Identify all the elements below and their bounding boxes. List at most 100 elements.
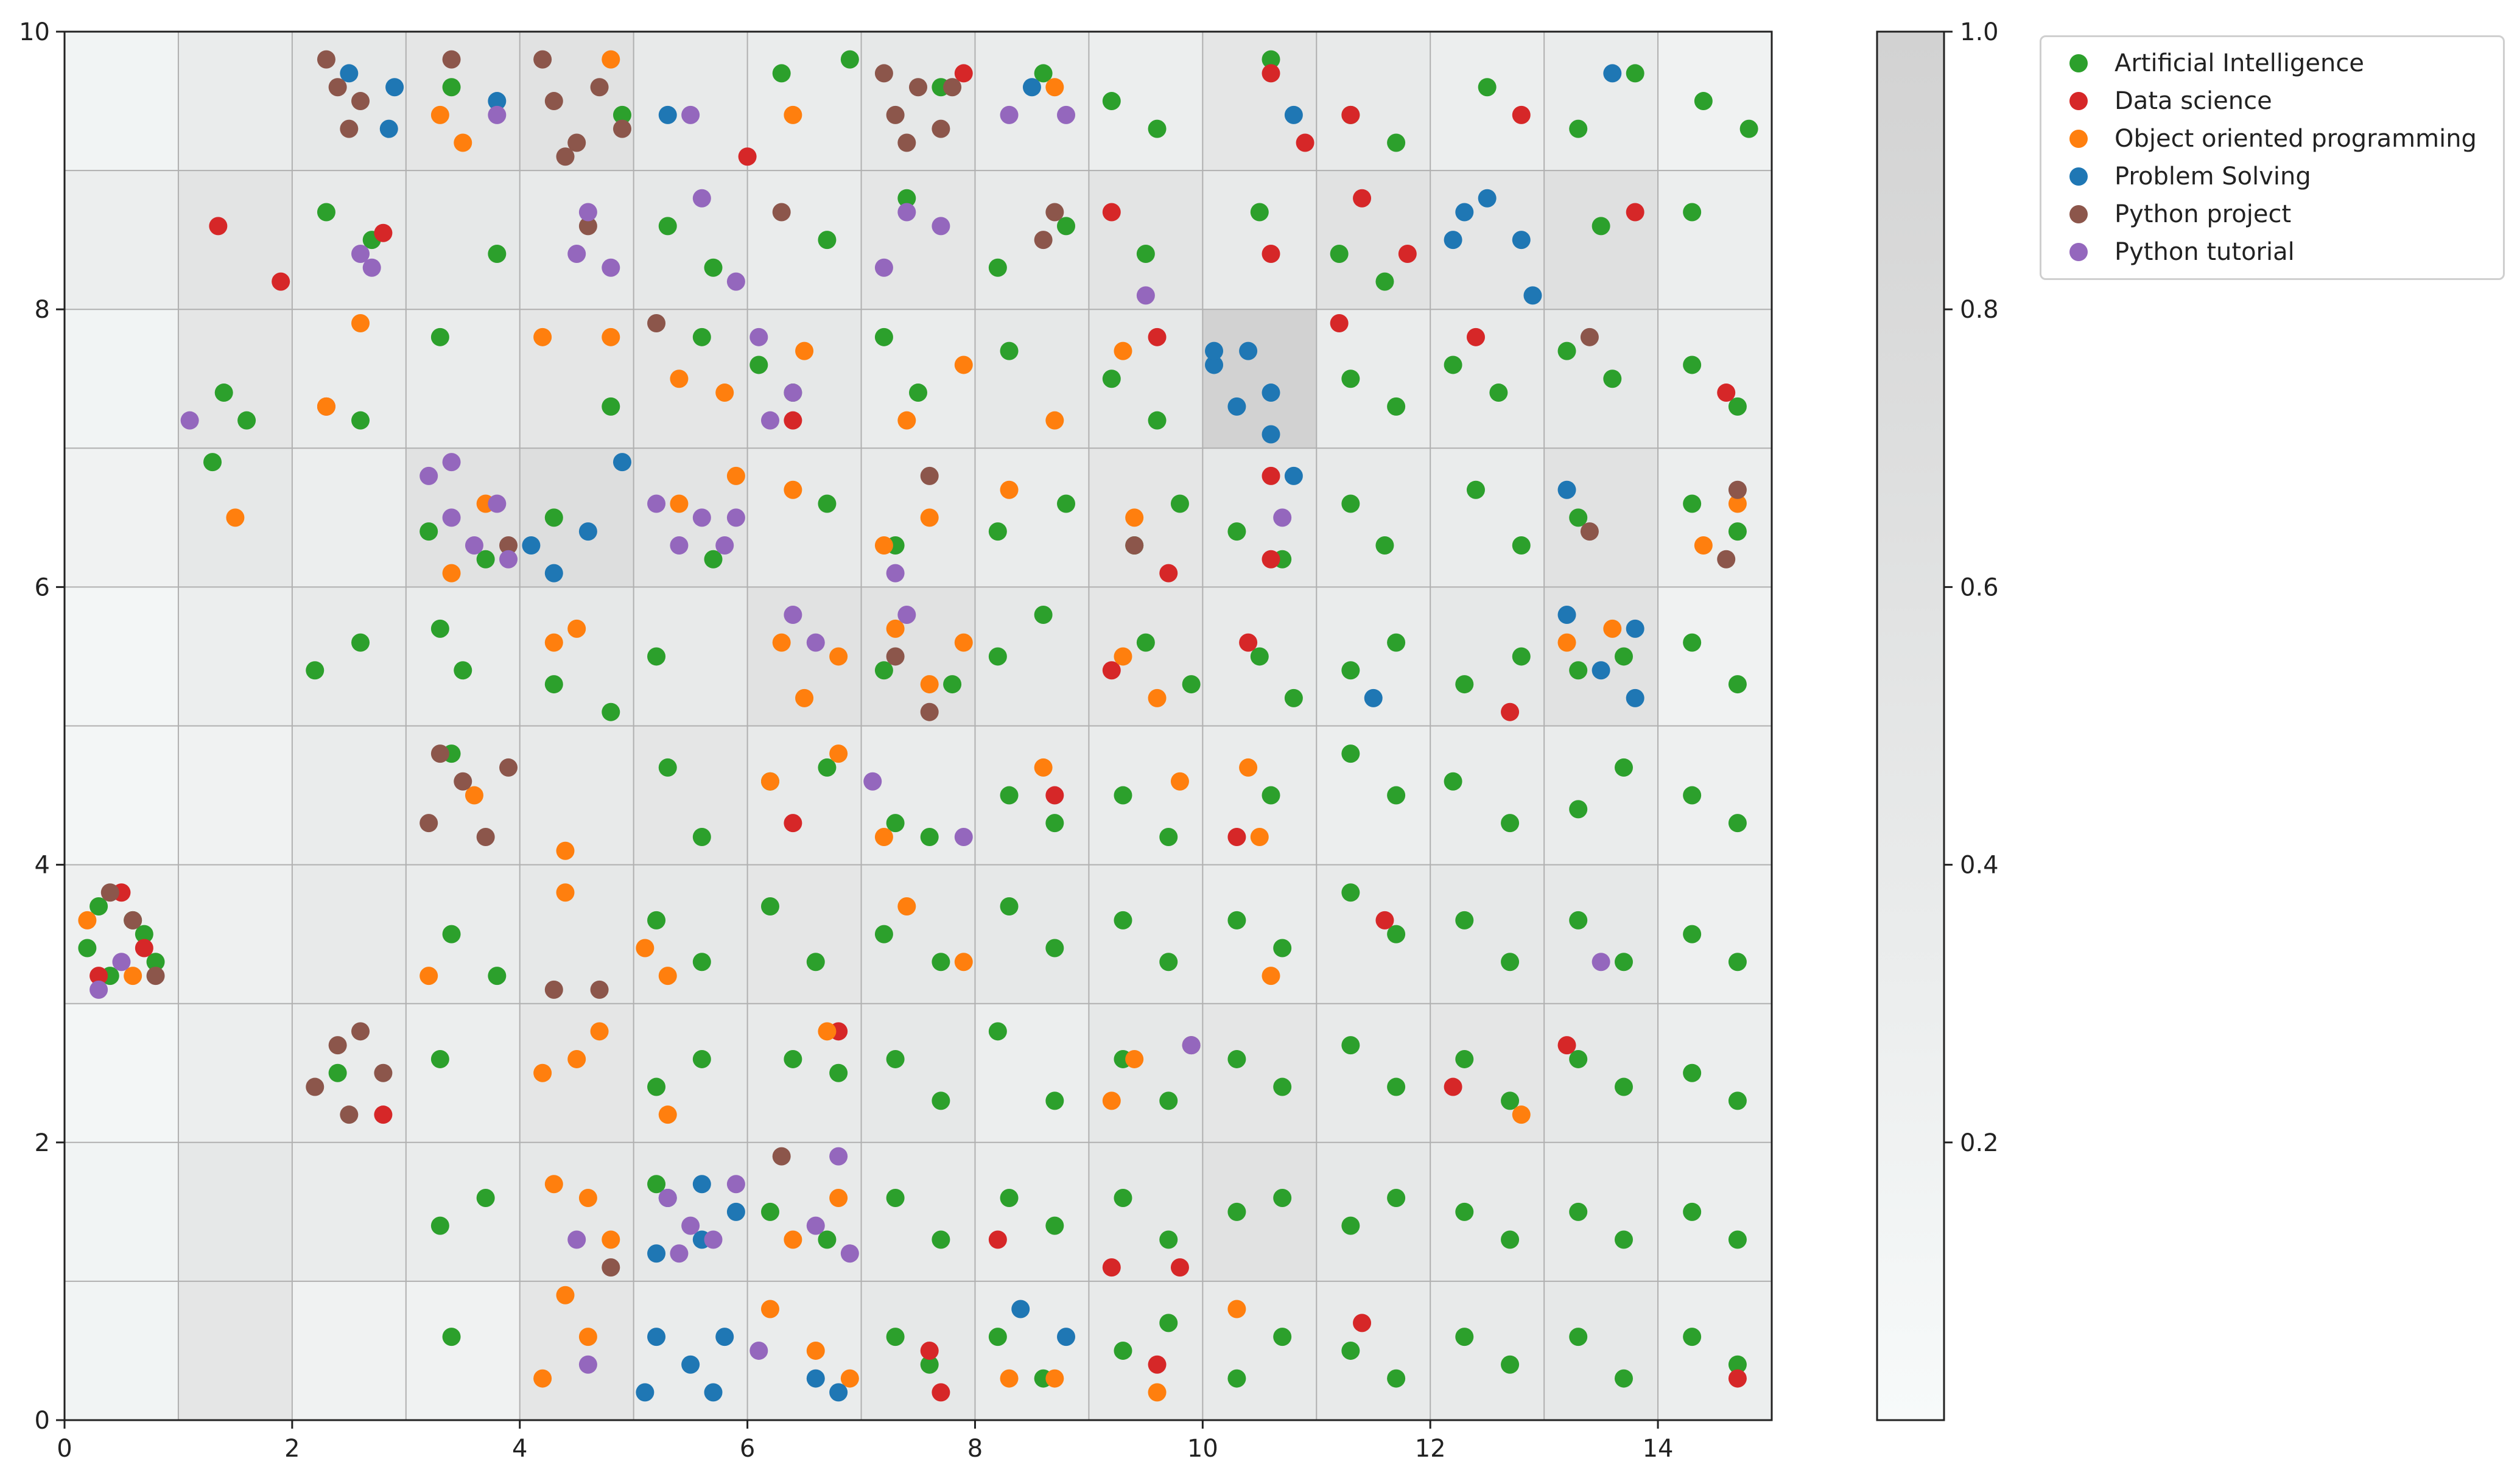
heatmap-cell — [1202, 1003, 1317, 1143]
point-problem-solving — [385, 78, 404, 97]
heatmap-cell — [1316, 1281, 1431, 1420]
point-python-project — [920, 466, 939, 485]
point-artificial-intelligence — [658, 217, 677, 236]
heatmap-cell — [1089, 448, 1203, 587]
point-artificial-intelligence — [1614, 758, 1633, 777]
point-python-tutorial — [1182, 1036, 1201, 1055]
point-python-tutorial — [954, 827, 973, 846]
point-artificial-intelligence — [78, 939, 97, 958]
legend-marker-python-project — [2069, 205, 2088, 223]
point-python-tutorial — [726, 272, 745, 291]
heatmap-cell — [861, 32, 975, 171]
point-artificial-intelligence — [1683, 203, 1702, 222]
heatmap-cell — [1658, 1281, 1772, 1420]
point-problem-solving — [1592, 661, 1610, 680]
point-artificial-intelligence — [692, 1049, 711, 1068]
point-python-project — [943, 78, 962, 97]
point-python-project — [590, 78, 609, 97]
point-python-tutorial — [874, 258, 893, 277]
point-python-tutorial — [647, 494, 666, 513]
point-problem-solving — [1626, 619, 1644, 638]
point-object-oriented-programming — [1102, 1091, 1121, 1110]
heatmap-cell — [1544, 1003, 1658, 1143]
heatmap-cell — [1316, 1003, 1431, 1143]
point-data-science — [374, 1105, 393, 1124]
heatmap-cell — [65, 726, 178, 865]
point-artificial-intelligence — [749, 355, 768, 374]
point-python-project — [454, 772, 472, 791]
point-artificial-intelligence — [1170, 494, 1189, 513]
heatmap-cell — [633, 864, 748, 1004]
point-data-science — [1728, 1369, 1747, 1388]
point-python-project — [374, 1063, 393, 1082]
point-object-oriented-programming — [920, 675, 939, 694]
point-data-science — [1512, 105, 1531, 124]
point-artificial-intelligence — [1455, 1049, 1474, 1068]
point-object-oriented-programming — [1125, 508, 1144, 527]
point-artificial-intelligence — [135, 925, 153, 944]
point-artificial-intelligence — [760, 1202, 779, 1221]
point-problem-solving — [1478, 189, 1497, 208]
point-python-tutorial — [806, 1216, 825, 1235]
heatmap-cell — [65, 448, 178, 587]
point-artificial-intelligence — [1569, 1049, 1588, 1068]
point-problem-solving — [726, 1202, 745, 1221]
point-artificial-intelligence — [840, 50, 859, 69]
heatmap-cell — [1089, 726, 1203, 865]
point-artificial-intelligence — [1614, 953, 1633, 972]
point-artificial-intelligence — [1683, 925, 1702, 944]
point-artificial-intelligence — [1478, 78, 1497, 97]
point-python-project — [602, 1258, 620, 1277]
point-data-science — [374, 223, 393, 242]
heatmap-cell — [633, 726, 748, 865]
point-artificial-intelligence — [1569, 911, 1588, 930]
point-data-science — [1148, 1355, 1167, 1374]
point-artificial-intelligence — [1262, 50, 1280, 69]
heatmap-cell — [1658, 32, 1772, 171]
point-artificial-intelligence — [988, 258, 1007, 277]
point-problem-solving — [647, 1244, 666, 1263]
point-data-science — [1262, 466, 1280, 485]
point-object-oriented-programming — [602, 327, 620, 346]
colorbar-tick-label: 0.6 — [1960, 573, 1999, 601]
x-tick-label: 4 — [512, 1435, 527, 1463]
x-axis: 0 2 4 6 8 10 12 14 — [57, 1420, 1674, 1463]
point-python-tutorial — [1000, 105, 1019, 124]
point-python-tutorial — [749, 1341, 768, 1360]
point-artificial-intelligence — [874, 661, 893, 680]
heatmap-cell — [1658, 726, 1772, 865]
point-python-tutorial — [602, 258, 620, 277]
legend-marker-object-oriented-programming — [2069, 130, 2088, 148]
point-object-oriented-programming — [419, 967, 438, 986]
point-artificial-intelligence — [1387, 633, 1406, 652]
point-problem-solving — [681, 1355, 700, 1374]
point-data-science — [1626, 203, 1644, 222]
point-python-project — [578, 217, 597, 236]
point-artificial-intelligence — [886, 1189, 905, 1208]
point-object-oriented-programming — [1148, 1383, 1167, 1402]
point-python-project — [567, 133, 586, 152]
point-object-oriented-programming — [920, 508, 939, 527]
point-object-oriented-programming — [726, 466, 745, 485]
point-artificial-intelligence — [430, 327, 449, 346]
point-artificial-intelligence — [1614, 1369, 1633, 1388]
point-artificial-intelligence — [1227, 522, 1246, 541]
heatmap-cell — [1544, 32, 1658, 171]
y-tick-label: 0 — [35, 1407, 50, 1435]
point-python-tutorial — [578, 203, 597, 222]
point-data-science — [1296, 133, 1314, 152]
colorbar-tick-label: 0.2 — [1960, 1129, 1999, 1157]
point-artificial-intelligence — [214, 383, 233, 402]
point-object-oriented-programming — [670, 369, 689, 388]
point-artificial-intelligence — [1375, 536, 1394, 555]
point-artificial-intelligence — [988, 647, 1007, 666]
heatmap-cell — [292, 1142, 406, 1281]
point-artificial-intelligence — [1739, 119, 1758, 138]
point-artificial-intelligence — [1045, 814, 1064, 833]
heatmap-cell — [1430, 864, 1545, 1004]
point-artificial-intelligence — [1114, 1341, 1132, 1360]
point-artificial-intelligence — [886, 814, 905, 833]
point-artificial-intelligence — [1455, 911, 1474, 930]
point-problem-solving — [1557, 480, 1576, 499]
point-object-oriented-programming — [578, 1328, 597, 1346]
